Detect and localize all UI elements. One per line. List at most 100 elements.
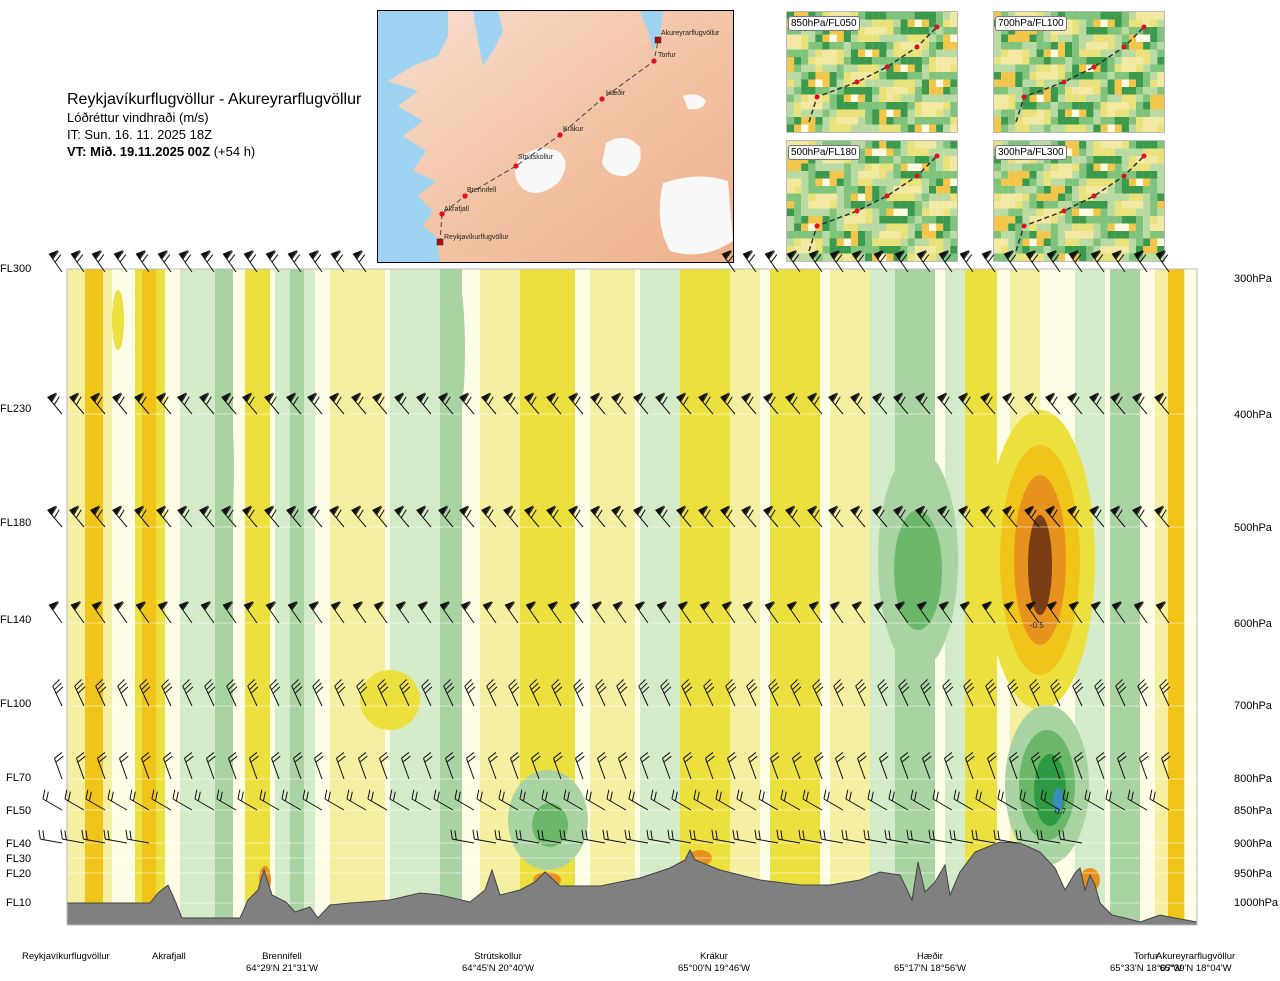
thumbnail-cell [1128,27,1137,35]
wind-barb [351,392,367,415]
fl-label-fl230: FL230 [0,403,32,415]
thumbnail-cell [1150,109,1158,118]
thumbnail-cell [1029,246,1037,254]
thumbnail-cell [787,64,795,73]
thumbnail-cell [843,186,851,194]
fl-label-fl70: FL70 [6,772,32,784]
thumbnail-cell [994,79,1002,88]
wind-barb [206,752,216,780]
fl-label-fl300: FL300 [0,263,32,275]
thumbnail-cell [1022,186,1030,194]
vertical-velocity-cells [112,270,1100,894]
wind-barb [199,505,215,528]
thumbnail-cell [815,57,823,65]
wind-barb [259,789,280,811]
thumbnail-cell [1136,94,1144,103]
thumbnail-cell [843,246,851,254]
wind-barb [916,249,931,273]
thumbnail-cell [808,186,816,194]
thumbnail-cell [900,148,908,157]
thumbnail-cell [1107,156,1115,164]
thumbnail-cell [893,156,901,164]
thumbnail-route-point [884,193,890,199]
thumbnail-cell [1086,49,1094,58]
thumbnail-cell [843,57,851,65]
thumbnail-cell [914,124,922,132]
thumbnail-cell [865,19,873,28]
thumbnail-cell [865,171,873,179]
thumbnail-cell [914,72,922,80]
thumbnail-cell [900,193,908,202]
thumbnail-cell [1086,216,1094,224]
thumbnail-cell [1015,186,1023,194]
thumbnail-cell [879,79,887,88]
thumbnail-cell [1072,117,1080,125]
wind-barb [81,829,106,844]
thumbnail-cell [808,64,816,73]
thumbnail-cell [1079,141,1087,149]
thumbnail-cell [907,201,915,209]
thumbnail-cell [1079,156,1087,164]
thumbnail-cell [1100,42,1108,50]
wind-barb [1111,249,1126,273]
thumbnail-700hpa[interactable]: 700hPa/FL100 [993,11,1165,133]
thumbnail-cell [1022,238,1030,247]
thumbnail-cell [1136,12,1144,20]
thumbnail-cell [943,193,951,202]
wind-barb [963,679,975,707]
thumbnail-cell [1121,178,1129,187]
thumbnail-cell [872,87,880,95]
thumbnail-cell [1157,72,1164,80]
thumbnail-cell [829,171,837,179]
thumbnail-cell [808,102,816,110]
wind-barb [125,829,150,844]
wind-barb [1050,679,1062,707]
thumbnail-cell [1150,12,1158,20]
thumbnail-850hpa[interactable]: 850hPa/FL050 [786,11,958,133]
thumbnail-cell [794,178,802,187]
thumbnail-cell [943,87,951,95]
thumbnail-cell [879,238,887,247]
wind-barb [508,679,520,707]
thumbnail-cell [1136,87,1144,95]
thumbnail-cell [843,223,851,232]
thumbnail-cell [808,79,816,88]
location-akrafjall: Akrafjall [152,951,186,963]
thumbnail-cell [1114,253,1122,261]
thumbnail-cell [808,117,816,125]
thumbnail-500hpa[interactable]: 500hPa/FL180 [786,140,958,262]
thumbnail-cell [1100,201,1108,209]
thumbnail-cell [879,231,887,239]
thumbnail-cell [1079,124,1087,132]
field-band [215,269,233,925]
thumbnail-cell [1157,34,1164,43]
wind-barb [498,789,519,811]
thumbnail-cell [921,64,930,73]
thumbnail-cell [801,238,809,247]
thumbnail-cell [893,231,901,239]
thumbnail-cell [1114,163,1122,172]
thumbnail-cell [1008,238,1016,247]
thumbnail-cell [1072,64,1080,73]
thumbnail-cell [801,216,809,224]
thumbnail-cell [1008,109,1016,118]
thumbnail-cell [900,87,908,95]
field-band [85,269,103,925]
thumbnail-cell [907,156,915,164]
thumbnail-cell [1065,64,1073,73]
thumbnail-cell [1022,208,1030,217]
wind-barb [178,249,193,273]
thumbnail-cell [1121,109,1129,118]
thumbnail-cell [900,94,908,103]
wind-barb [247,679,259,707]
thumbnail-cell [914,253,922,261]
thumbnail-cell [858,246,866,254]
thumbnail-cell [1036,42,1044,50]
thumbnail-cell [1150,238,1158,247]
thumbnail-cell [936,49,944,58]
thumbnail-cell [1001,42,1009,50]
thumbnail-cell [929,124,937,132]
thumbnail-cell [907,94,915,103]
thumbnail-300hpa[interactable]: 300hPa/FL300 [993,140,1165,262]
wind-barb [466,752,476,780]
